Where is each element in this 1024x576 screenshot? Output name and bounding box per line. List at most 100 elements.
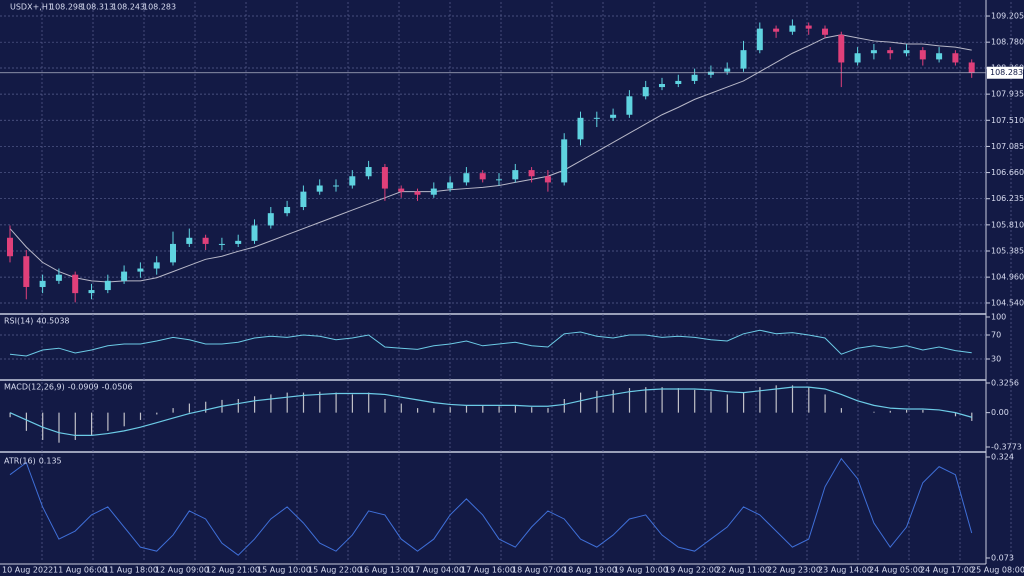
x-tick-label: 19 Aug 22:00: [665, 566, 719, 575]
x-tick-label: 15 Aug 22:00: [308, 566, 362, 575]
candle-body: [218, 243, 225, 245]
candle-body: [952, 53, 959, 63]
histogram-bar: [319, 391, 321, 413]
candle-body: [577, 117, 584, 140]
x-tick-label: 10 Aug 2022: [2, 566, 53, 575]
candle-body: [267, 213, 274, 226]
ohlc-value: 108.283: [143, 3, 176, 12]
histogram-bar: [58, 412, 60, 443]
indicator-line: [9, 457, 973, 556]
candle-body: [610, 114, 617, 118]
y-tick-label: 0.00: [991, 408, 1009, 417]
candle-body: [773, 28, 780, 32]
candle-body: [479, 173, 486, 180]
candle-body: [528, 170, 535, 177]
histogram-bar: [254, 396, 256, 413]
candle-body: [104, 280, 111, 291]
candle-body: [919, 50, 926, 60]
y-tick-label: 104.540: [991, 298, 1024, 307]
y-tick-label: 0.073: [991, 554, 1014, 563]
histogram-bar: [188, 403, 190, 413]
x-tick-label: 25 Aug 08:00: [971, 566, 1024, 575]
last-price-box: [987, 66, 1023, 79]
histogram-bar: [74, 412, 76, 440]
x-tick-label: 24 Aug 17:00: [920, 566, 974, 575]
histogram-bar: [417, 408, 419, 413]
x-tick-label: 11 Aug 06:00: [53, 566, 107, 575]
histogram-bar: [482, 405, 484, 413]
histogram-bar: [889, 410, 891, 413]
indicator-value: -0.0909: [68, 383, 99, 392]
candle-body: [398, 188, 405, 192]
moving-average: [9, 34, 972, 283]
histogram-bar: [351, 394, 353, 413]
y-tick-label: 100: [991, 313, 1006, 322]
histogram-bar: [449, 407, 451, 413]
histogram-bar: [563, 398, 565, 413]
histogram-bar: [139, 412, 142, 420]
indicator-line: [9, 329, 972, 357]
y-tick-label: 107.935: [991, 90, 1024, 99]
histogram-bar: [270, 394, 272, 413]
y-tick-label: 106.235: [991, 194, 1024, 203]
indicator-title: MACD(12,26,9): [4, 383, 65, 392]
histogram-bar: [824, 394, 826, 413]
y-tick-label: 104.960: [991, 273, 1024, 282]
histogram-bar: [954, 412, 957, 417]
candle-body: [968, 62, 975, 73]
ohlc-value: 108.313: [81, 3, 114, 12]
histogram-bar: [710, 391, 712, 413]
x-tick-label: 12 Aug 09:00: [155, 566, 209, 575]
histogram-bar: [302, 392, 305, 413]
candle-body: [642, 87, 649, 97]
indicator-title: RSI(14): [4, 317, 33, 326]
indicator-value: 40.5038: [36, 317, 69, 326]
histogram-bar: [661, 387, 663, 413]
histogram-bar: [677, 388, 679, 413]
histogram-bar: [906, 409, 908, 413]
candle-body: [430, 188, 437, 195]
x-tick-label: 19 Aug 10:00: [614, 566, 668, 575]
y-tick-label: -0.3773: [991, 443, 1022, 452]
y-tick-label: 70: [991, 331, 1001, 340]
candle-body: [593, 117, 600, 119]
x-tick-label: 24 Aug 05:00: [869, 566, 923, 575]
histogram-bar: [628, 388, 631, 413]
histogram-bar: [384, 398, 386, 413]
y-tick-label: 105.810: [991, 220, 1024, 229]
candle-body: [496, 179, 502, 181]
ohlc-value: 108.298: [50, 3, 83, 12]
candle-body: [365, 167, 372, 177]
candle-body: [55, 274, 62, 281]
candle-body: [789, 25, 796, 32]
candle-body: [561, 139, 568, 183]
x-tick-label: 11 Aug 18:00: [104, 566, 158, 575]
x-tick-label: 23 Aug 14:00: [818, 566, 872, 575]
candle-body: [707, 71, 714, 75]
candle-body: [284, 207, 291, 214]
histogram-bar: [596, 390, 598, 413]
x-tick-label: 18 Aug 19:00: [563, 566, 617, 575]
histogram-bar: [580, 392, 582, 413]
histogram-bar: [465, 405, 468, 413]
candle-body: [300, 191, 307, 208]
candle-body: [316, 185, 323, 192]
indicator-value: 0.135: [39, 457, 62, 466]
histogram-bar: [123, 412, 125, 427]
indicator-title: ATR(16): [4, 457, 36, 466]
candle-body: [121, 271, 128, 281]
candle-body: [887, 50, 894, 54]
histogram-bar: [694, 389, 696, 413]
y-tick-label: 0.3256: [991, 379, 1019, 388]
histogram-bar: [808, 387, 810, 413]
candle-body: [381, 167, 388, 189]
x-tick-label: 12 Aug 21:00: [206, 566, 260, 575]
y-tick-label: 107.510: [991, 116, 1024, 125]
histogram-bar: [498, 406, 500, 413]
candle-body: [153, 262, 160, 269]
y-tick-label: 30: [991, 355, 1001, 364]
histogram-bar: [172, 408, 174, 413]
signal-line: [9, 386, 972, 437]
